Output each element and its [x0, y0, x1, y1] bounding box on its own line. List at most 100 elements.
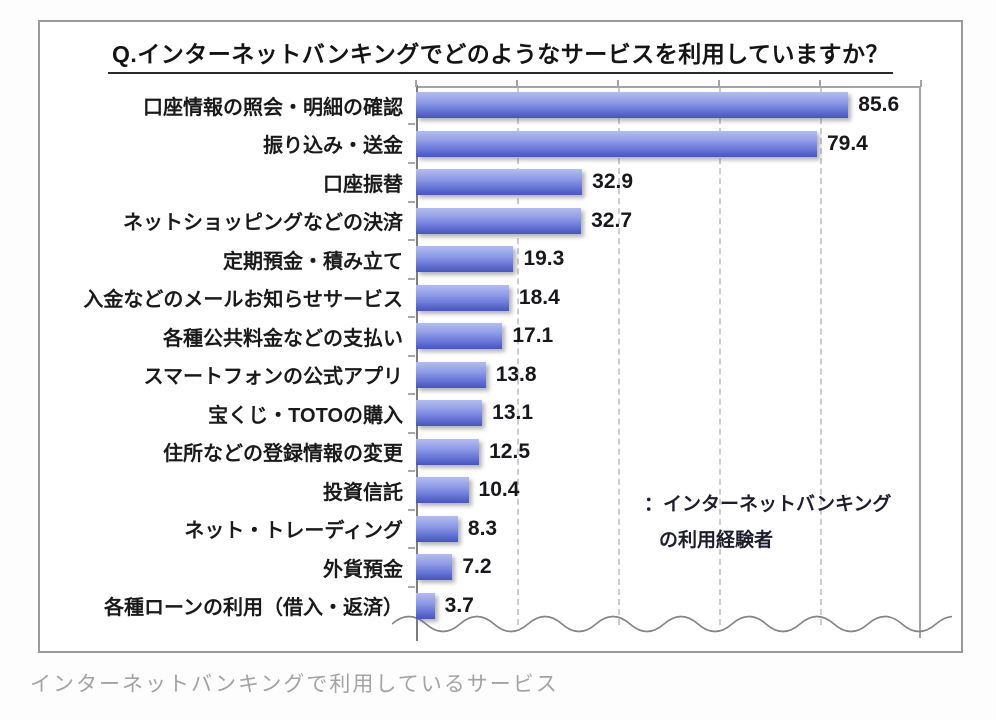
category-boundary-tick: [408, 200, 415, 203]
category-label: 投資信託: [323, 481, 403, 504]
right-plot-border: [919, 86, 921, 638]
bar-row: 定期預金・積み立て 19.3: [40, 240, 961, 279]
category-boundary-tick: [408, 585, 415, 588]
bar: [416, 207, 582, 234]
bar-row: ネットショッピングなどの決済 32.7: [40, 202, 961, 241]
bar-track: 13.1: [416, 394, 921, 433]
value-label: 12.5: [489, 439, 530, 463]
top-axis-tick: [718, 80, 720, 87]
bar-row: 口座振替 32.9: [40, 163, 961, 202]
bar-row: 振り込み・送金 79.4: [40, 125, 961, 164]
bar-track: 85.6: [416, 86, 921, 125]
top-axis-tick: [819, 80, 821, 87]
category-label: ネット・トレーディング: [184, 520, 403, 543]
bar-track: 18.4: [416, 279, 921, 318]
bar-track: 10.4: [416, 471, 921, 510]
top-axis-tick: [920, 80, 922, 87]
value-label: 32.9: [592, 170, 634, 194]
value-label: 19.3: [523, 247, 565, 271]
bar-track: 32.7: [416, 202, 921, 241]
bar: [416, 92, 849, 119]
value-label: 3.7: [444, 593, 474, 617]
value-label: 18.4: [518, 285, 560, 309]
value-label: 85.6: [858, 93, 900, 117]
value-label: 32.7: [591, 208, 632, 232]
chart-card: Q.インターネットバンキングでどのようなサービスを利用していますか？ 口座情報の…: [38, 20, 963, 653]
bar: [416, 592, 435, 619]
bar-row: 口座情報の照会・明細の確認 85.6: [40, 86, 961, 125]
category-label: 外貨預金: [323, 558, 403, 581]
figure-caption: インターネットバンキングで利用しているサービス: [30, 673, 559, 696]
top-axis-tick: [415, 80, 417, 87]
bar-rows: 口座情報の照会・明細の確認 85.6 振り込み・送金 79.4 口座振替 32.9 ネットシ…: [40, 86, 961, 625]
bar-track: 13.8: [416, 356, 921, 395]
value-label: 10.4: [478, 478, 520, 502]
gridline-40: [618, 88, 620, 625]
bar: [416, 246, 514, 273]
legend-line-2: の利用経験者: [659, 530, 774, 551]
bar: [416, 323, 503, 350]
legend-line-1: ：インターネットバンキング: [644, 494, 892, 515]
chart-title: Q.インターネットバンキングでどのようなサービスを利用していますか？: [107, 35, 894, 74]
chart-body: 口座情報の照会・明細の確認 85.6 振り込み・送金 79.4 口座振替 32.9 ネットシ…: [40, 80, 961, 641]
bar-row: 外貨預金 7.2: [40, 548, 961, 587]
category-label: ネットショッピングなどの決済: [123, 212, 403, 235]
category-label: 振り込み・送金: [263, 135, 403, 158]
value-label: 79.4: [826, 131, 868, 155]
bar: [416, 477, 469, 504]
bar: [416, 438, 480, 465]
bar-track: 8.3: [416, 510, 921, 549]
bar-row: 各種公共料金などの支払い 17.1: [40, 317, 961, 356]
category-boundary-tick: [408, 392, 415, 395]
bar: [416, 130, 817, 157]
category-label: 定期預金・積み立て: [223, 250, 403, 273]
value-label: 13.8: [495, 362, 537, 386]
gridline-60: [719, 88, 721, 625]
bar-row: 入金などのメールお知らせサービス 18.4: [40, 279, 961, 318]
bar: [416, 515, 458, 542]
bar: [416, 554, 453, 581]
bar-track: 7.2: [416, 548, 921, 587]
bar-row: 各種ローンの利用（借入・返済） 3.7: [40, 587, 961, 626]
category-boundary-tick: [408, 238, 415, 241]
title-wrap: Q.インターネットバンキングでどのようなサービスを利用していますか？: [40, 35, 961, 74]
value-label: 13.1: [492, 401, 534, 425]
bar-track: 12.5: [416, 433, 921, 472]
bar-track: 17.1: [416, 317, 921, 356]
category-label: 宝くじ・TOTOの購入: [208, 404, 403, 427]
top-axis-tick: [516, 80, 518, 87]
category-label: 入金などのメールお知らせサービス: [83, 289, 403, 312]
bar-track: 19.3: [416, 240, 921, 279]
bar: [416, 400, 483, 427]
value-label: 17.1: [512, 324, 554, 348]
gridline-20: [517, 88, 519, 625]
category-boundary-tick: [408, 316, 415, 318]
bar-track: 3.7: [416, 587, 921, 626]
bar: [416, 361, 486, 388]
bar-row: 投資信託 10.4: [40, 471, 961, 510]
legend: ：インターネットバンキング の利用経験者: [644, 487, 891, 559]
top-axis-line: [416, 86, 921, 88]
bar-row: スマートフォンの公式アプリ 13.8: [40, 356, 961, 395]
bar-row: 宝くじ・TOTOの購入 13.1: [40, 394, 961, 433]
category-label: 各種ローンの利用（借入・返済）: [104, 597, 403, 620]
bar: [416, 284, 509, 311]
gridline-80: [820, 88, 822, 625]
bar-track: 79.4: [416, 125, 921, 164]
category-label: 各種公共料金などの支払い: [163, 327, 403, 350]
category-label: 住所などの登録情報の変更: [163, 443, 403, 466]
value-label: 7.2: [462, 555, 492, 579]
category-label: 口座振替: [323, 173, 403, 196]
category-label: 口座情報の照会・明細の確認: [143, 96, 403, 119]
value-label: 8.3: [467, 516, 498, 540]
bar-row: ネット・トレーディング 8.3: [40, 510, 961, 549]
top-axis-tick: [617, 80, 619, 87]
category-boundary-tick: [408, 431, 415, 434]
category-boundary-tick: [408, 547, 415, 549]
category-label: スマートフォンの公式アプリ: [143, 366, 403, 389]
category-boundary-tick: [408, 470, 415, 472]
bar-track: 32.9: [416, 163, 921, 202]
category-boundary-tick: [408, 508, 415, 511]
bar-row: 住所などの登録情報の変更 12.5: [40, 433, 961, 472]
